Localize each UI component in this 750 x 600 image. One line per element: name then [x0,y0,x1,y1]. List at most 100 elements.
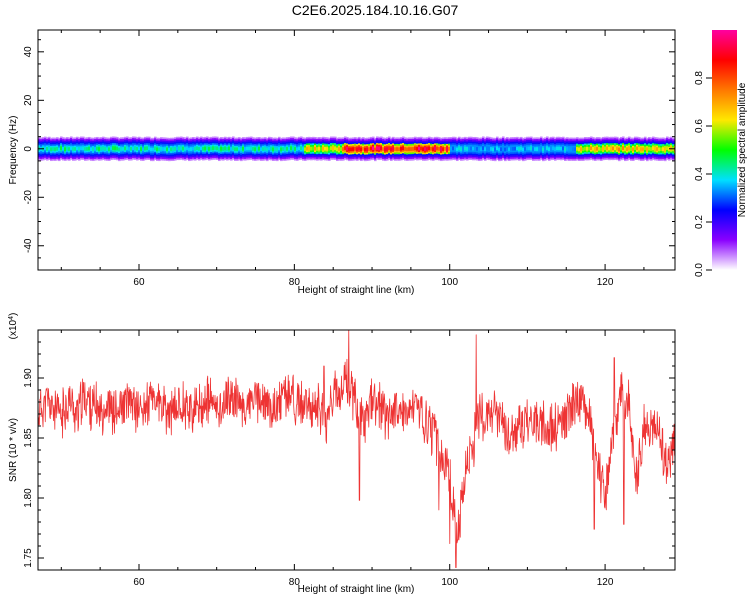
heatmap-cell [634,146,637,151]
heatmap-cell [80,146,83,151]
heatmap-cell [332,146,335,151]
heatmap-cell [134,146,137,151]
heatmap-cell [498,147,501,152]
heatmap-cell [250,146,253,151]
heatmap-cell [124,146,127,151]
y-tick-label: 20 [23,94,34,106]
heatmap-cell [420,146,423,151]
spectrogram-panel: 60 80 100 120 40 20 0 -20 -40 Height of straigh… [8,29,676,296]
heatmap-cell [288,146,291,151]
heatmap-cell [142,147,145,152]
heatmap-cell [344,146,347,150]
heatmap-cell [202,146,205,151]
heatmap-cell [662,147,665,151]
colorbar-label: Normalized spectral amplitude [737,82,748,217]
heatmap-cell [440,147,443,152]
heatmap-cell [604,146,607,151]
heatmap-cell [412,147,415,151]
heatmap-cell [324,146,327,151]
snr-panel: 60 80 100 120 1.75 1.80 1.85 1.90 Height of st… [8,313,676,595]
heatmap-cell [214,146,217,150]
heatmap-cell [464,146,467,151]
x-tick-label: 100 [441,577,458,588]
heatmap-cell [492,147,495,152]
heatmap-cell [456,147,459,152]
heatmap-cell [290,146,293,150]
heatmap-cell [52,147,55,152]
heatmap-cell [614,146,617,151]
heatmap-cell [580,147,583,152]
heatmap-cell [368,147,371,151]
heatmap-cell [312,146,315,151]
heatmap-cell [636,146,639,151]
heatmap-cell [586,146,589,151]
heatmap-cell [120,147,123,151]
heatmap-cell [618,147,621,152]
heatmap-cell [650,147,653,151]
heatmap-cell [448,146,451,151]
heatmap-cell [488,146,491,151]
heatmap-cell [388,146,391,150]
y-tick-label: 40 [23,46,34,58]
heatmap-cell [72,147,75,152]
heatmap-cell [372,146,375,151]
heatmap-cell [610,146,613,151]
heatmap-cell [570,147,573,152]
heatmap-cell [518,147,521,151]
colorbar-ticks: 0.0 0.2 0.4 0.6 0.8 [694,71,712,277]
heatmap-cell [352,147,355,151]
heatmap-cell [58,147,61,152]
heatmap-cell [358,146,361,151]
heatmap-cell [272,147,275,152]
heatmap-cell [348,147,351,152]
heatmap-cell [164,147,167,151]
heatmap-cell [192,146,195,151]
heatmap-cell [624,147,627,152]
heatmap-cell [252,147,255,151]
snr-x-axis: 60 80 100 120 [60,330,645,588]
x-tick-label: 80 [289,277,301,288]
heatmap-cell [432,147,435,152]
snr-y-axis: 1.75 1.80 1.85 1.90 [23,341,675,568]
heatmap-cell [590,146,593,150]
y-tick-label: 1.90 [23,368,34,388]
colorbar-tick-label: 0.0 [694,263,705,277]
heatmap-cell [622,146,625,150]
heatmap-cell [138,146,141,151]
heatmap-cell [256,147,259,151]
heatmap-cell [158,147,161,152]
heatmap-cell [576,146,579,151]
heatmap-cell [454,146,457,151]
heatmap-cell [404,147,407,151]
heatmap-cell [654,146,657,151]
heatmap-cell [666,146,669,151]
colorbar: 0.0 0.2 0.4 0.6 0.8 Normalized spectral ampl… [694,30,748,277]
heatmap-cell [600,147,603,152]
heatmap-cell [156,147,159,152]
heatmap-cell [444,146,447,151]
heatmap-cell [554,147,557,151]
heatmap-cell [92,147,95,152]
heatmap-cell [316,147,319,151]
heatmap-cell [442,147,445,151]
heatmap-cell [78,147,81,151]
y-tick-label: 0 [23,146,34,152]
x-tick-label: 60 [133,277,145,288]
y-tick-label: 1.80 [23,488,34,508]
heatmap-cell [562,146,565,151]
heatmap-cell [236,147,239,152]
heatmap-cell [428,146,431,151]
heatmap-cell [90,147,93,152]
heatmap-cell [180,146,183,151]
heatmap-cell [110,146,113,151]
heatmap-cell [446,147,449,151]
heatmap-cell [68,147,71,151]
heatmap-cell [502,146,505,150]
heatmap-cell [140,147,143,151]
heatmap-cell [480,147,483,152]
x-tick-label: 60 [133,577,145,588]
heatmap-cell [128,147,131,151]
heatmap-cell [248,146,251,151]
heatmap-cell [118,147,121,152]
heatmap-cell [184,147,187,151]
